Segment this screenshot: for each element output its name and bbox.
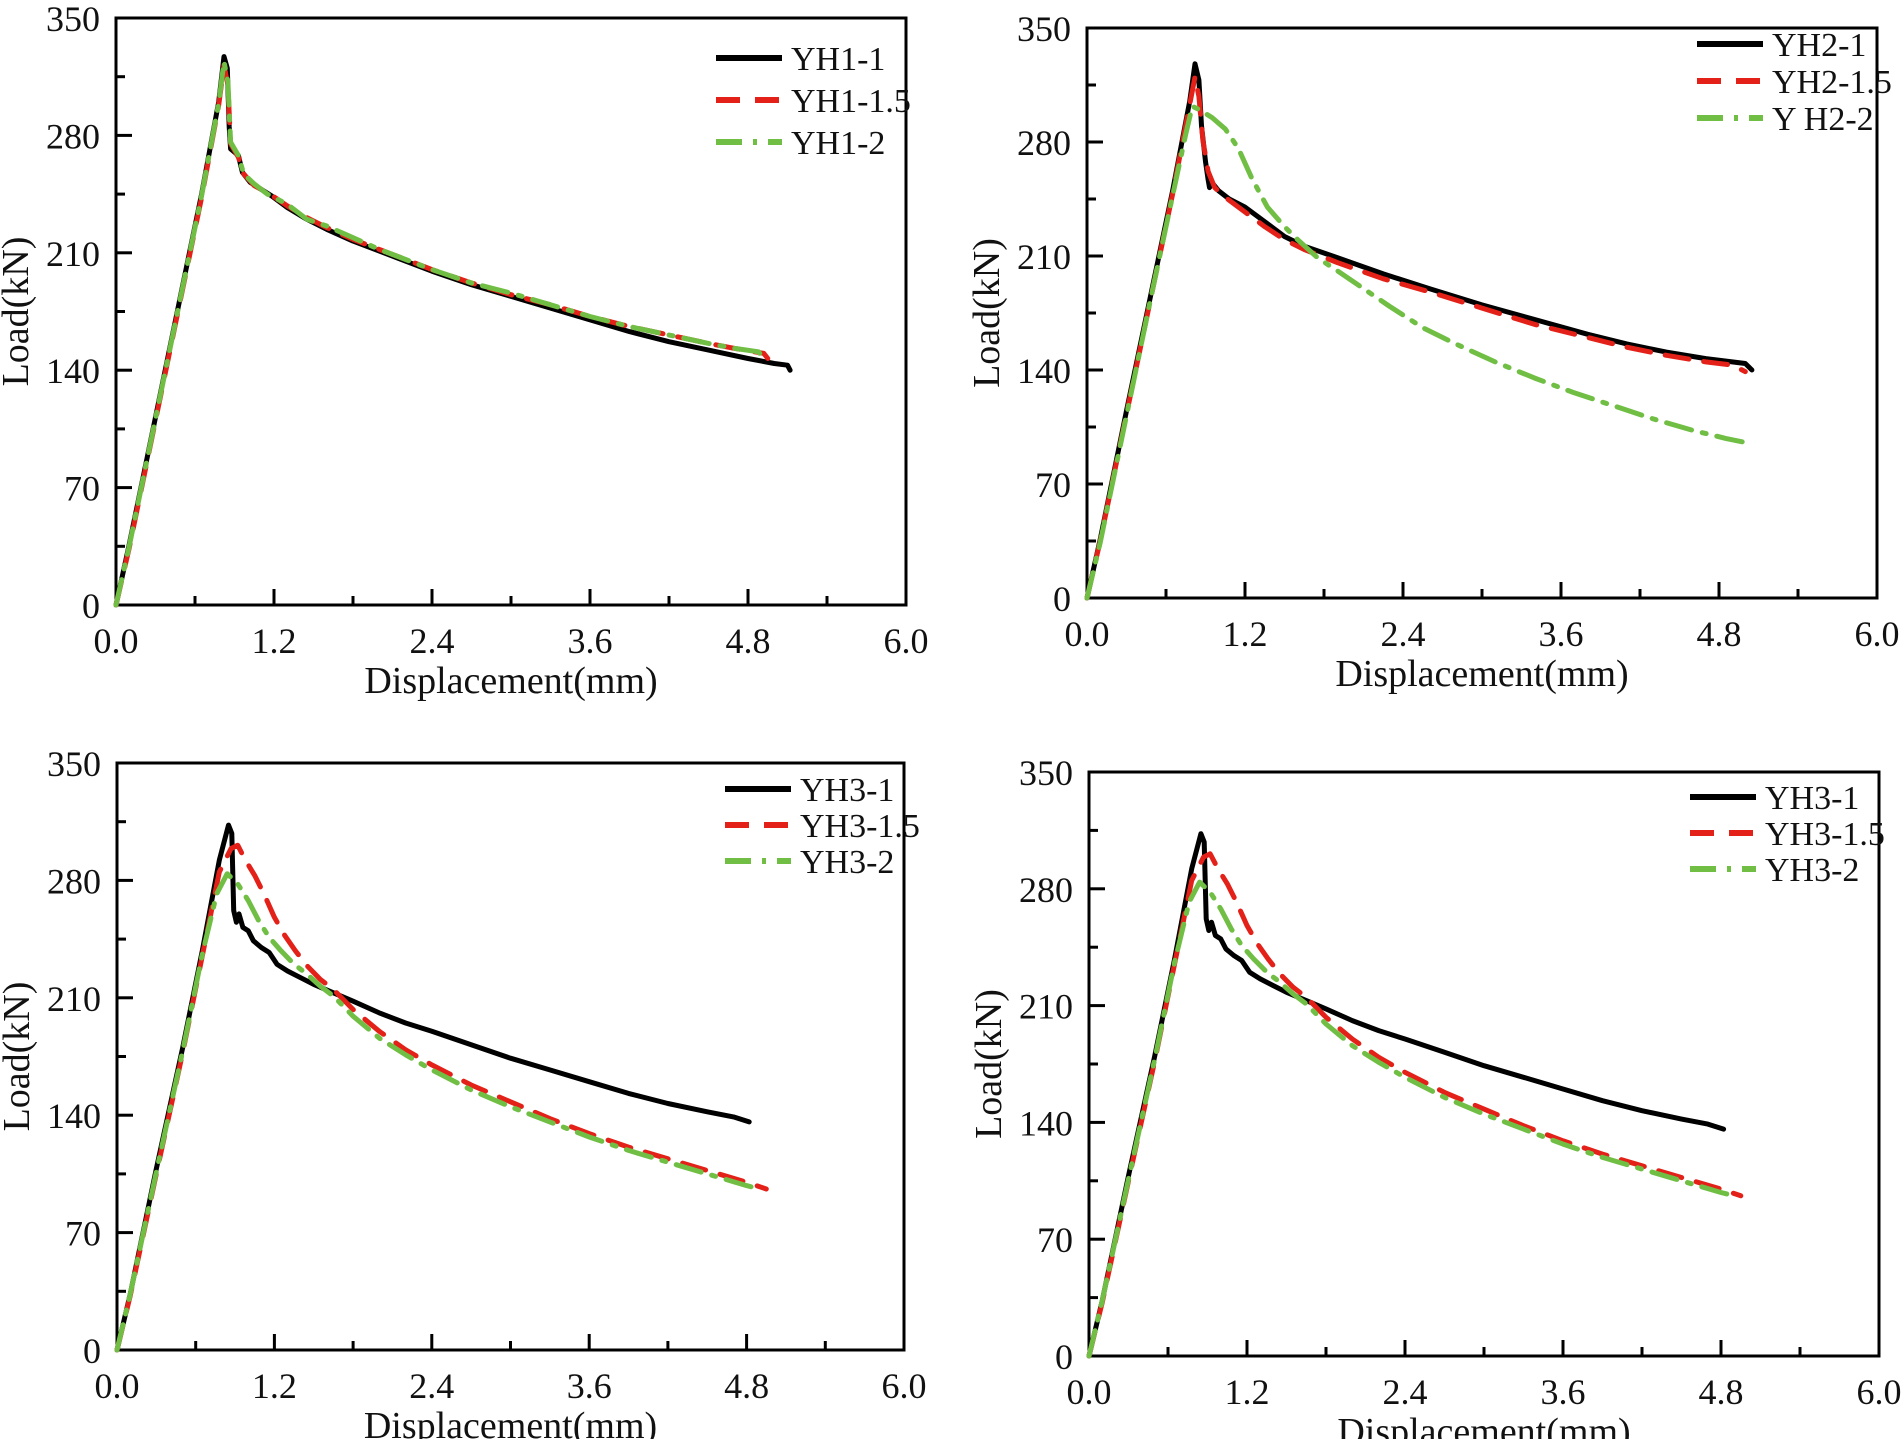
chart-yh3-left: 0.0 1.2 2.4 3.6 4.8 6.0 0 70 140 210 280 350 Displac…	[0, 744, 927, 1439]
x-tick-label: 1.2	[1225, 1372, 1270, 1412]
y-tick-label: 140	[46, 351, 100, 391]
chart-yh1: 0.0 1.2 2.4 3.6 4.8 6.0 0 70 140 210 280 350 Displac…	[0, 0, 929, 702]
axis-ticks: 0.0 1.2 2.4 3.6 4.8 6.0 0 70 140 210 280 350	[1017, 9, 1900, 654]
legend-label: YH3-2	[800, 844, 894, 881]
y-tick-label: 70	[65, 1214, 101, 1254]
y-tick-label: 140	[47, 1096, 101, 1136]
legend-label: YH3-1.5	[1765, 816, 1885, 853]
series-curves	[1084, 61, 1755, 601]
legend-label: YH3-1	[800, 772, 894, 809]
y-tick-label: 280	[1017, 123, 1071, 163]
series-curves	[1086, 831, 1744, 1359]
x-tick-label: 3.6	[1541, 1372, 1586, 1412]
x-tick-label: 4.8	[1699, 1372, 1744, 1412]
x-tick-label: 3.6	[568, 621, 613, 661]
curve-YH3-2	[114, 871, 763, 1353]
series-curves	[113, 54, 793, 608]
plot-frame	[114, 16, 908, 607]
legend-label: YH1-1.5	[791, 83, 911, 120]
y-tick-label: 0	[82, 586, 100, 626]
curve-YH1-1	[113, 54, 793, 608]
x-tick-label: 0.0	[95, 1366, 140, 1406]
legend-label: YH1-2	[791, 125, 885, 162]
x-tick-label: 2.4	[1383, 1372, 1428, 1412]
legend-label: YH3-1	[1765, 780, 1859, 817]
axis-ticks: 0.0 1.2 2.4 3.6 4.8 6.0 0 70 140 210 280 350	[1019, 753, 1902, 1412]
x-tick-label: 6.0	[1855, 614, 1900, 654]
x-tick-label: 0.0	[1067, 1372, 1112, 1412]
chart-yh2: 0.0 1.2 2.4 3.6 4.8 6.0 0 70 140 210 280 350 Displac…	[966, 9, 1900, 695]
curve-YH3-1.5	[114, 842, 769, 1353]
x-tick-label: 0.0	[94, 621, 139, 661]
y-tick-label: 0	[1053, 579, 1071, 619]
x-tick-label: 2.4	[410, 621, 455, 661]
legend-label: YH2-1	[1772, 27, 1866, 64]
x-tick-label: 3.6	[567, 1366, 612, 1406]
axis-ticks: 0.0 1.2 2.4 3.6 4.8 6.0 0 70 140 210 280 350	[46, 0, 929, 661]
curve-YH1-2	[113, 59, 768, 608]
chart-yh3-right: 0.0 1.2 2.4 3.6 4.8 6.0 0 70 140 210 280 350 Displac…	[968, 753, 1902, 1439]
y-tick-label: 210	[46, 234, 100, 274]
y-tick-label: 210	[1019, 987, 1073, 1027]
x-axis-title: Displacement(mm)	[1335, 653, 1628, 695]
x-tick-label: 2.4	[1381, 614, 1426, 654]
y-tick-label: 210	[1017, 237, 1071, 277]
x-tick-label: 3.6	[1539, 614, 1584, 654]
y-tick-label: 350	[46, 0, 100, 39]
curve-YH3-1	[114, 822, 752, 1353]
y-tick-label: 280	[1019, 870, 1073, 910]
y-tick-label: 350	[1019, 753, 1073, 793]
x-tick-label: 6.0	[884, 621, 929, 661]
x-tick-label: 4.8	[726, 621, 771, 661]
axis-ticks: 0.0 1.2 2.4 3.6 4.8 6.0 0 70 140 210 280 350	[47, 744, 927, 1406]
curve-YH3-2	[1086, 879, 1737, 1359]
curve-YH2-2	[1084, 103, 1752, 601]
x-tick-label: 4.8	[724, 1366, 769, 1406]
legend-label: YH3-2	[1765, 852, 1859, 889]
y-tick-label: 350	[47, 744, 101, 784]
x-tick-label: 6.0	[1857, 1372, 1902, 1412]
legend-label: YH1-1	[791, 41, 885, 78]
x-tick-label: 1.2	[252, 1366, 297, 1406]
curve-YH2-1.5	[1084, 74, 1748, 601]
y-tick-label: 280	[46, 116, 100, 156]
x-axis-title: Displacement(mm)	[364, 660, 657, 702]
legend: YH1-1 YH1-1.5 YH1-2	[716, 41, 911, 162]
y-tick-label: 280	[47, 861, 101, 901]
x-tick-label: 2.4	[409, 1366, 454, 1406]
y-tick-label: 70	[1037, 1220, 1073, 1260]
y-tick-label: 350	[1017, 9, 1071, 49]
legend-label: YH3-1.5	[800, 808, 920, 845]
y-tick-label: 140	[1017, 351, 1071, 391]
y-axis-title: Load(kN)	[968, 989, 1010, 1139]
x-tick-label: 4.8	[1697, 614, 1742, 654]
y-axis-title: Load(kN)	[0, 982, 38, 1132]
legend-label: YH2-1.5	[1772, 64, 1892, 101]
x-axis-title: Displacement(mm)	[364, 1405, 657, 1439]
y-tick-label: 210	[47, 979, 101, 1019]
x-tick-label: 6.0	[882, 1366, 927, 1406]
y-tick-label: 140	[1019, 1103, 1073, 1143]
y-axis-title: Load(kN)	[966, 238, 1008, 388]
y-tick-label: 70	[64, 469, 100, 509]
legend-label: Y H2-2	[1772, 101, 1874, 138]
x-tick-label: 0.0	[1065, 614, 1110, 654]
x-tick-label: 1.2	[1223, 614, 1268, 654]
y-axis-title: Load(kN)	[0, 237, 37, 387]
y-tick-label: 70	[1035, 465, 1071, 505]
curve-YH3-1	[1086, 831, 1727, 1359]
y-tick-label: 0	[83, 1331, 101, 1371]
series-curves	[114, 822, 769, 1353]
y-tick-label: 0	[1055, 1337, 1073, 1377]
x-tick-label: 1.2	[252, 621, 297, 661]
curve-YH3-1.5	[1086, 851, 1744, 1359]
x-axis-title: Displacement(mm)	[1337, 1411, 1630, 1439]
curve-YH2-1	[1084, 61, 1755, 601]
